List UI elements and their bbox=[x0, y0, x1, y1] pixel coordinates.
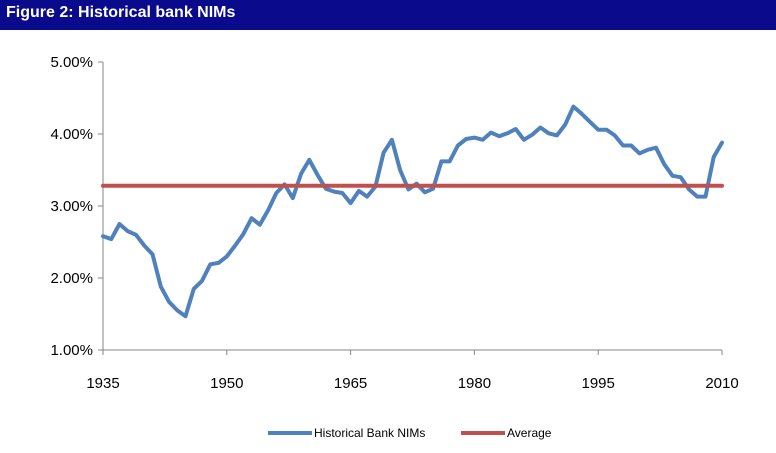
figure-header-bar: Figure 2: Historical bank NIMs bbox=[0, 0, 776, 30]
x-tick-label: 1935 bbox=[86, 375, 119, 392]
y-tick-label: 3.00% bbox=[50, 198, 93, 215]
x-tick-label: 2010 bbox=[705, 375, 738, 392]
x-tick-label: 1995 bbox=[582, 375, 615, 392]
x-tick-label: 1980 bbox=[458, 375, 491, 392]
legend-label-historical-bank-nims: Historical Bank NIMs bbox=[314, 426, 425, 440]
legend: Historical Bank NIMs Average bbox=[268, 426, 552, 440]
legend-label-average: Average bbox=[507, 426, 552, 440]
y-tick-label: 4.00% bbox=[50, 126, 93, 143]
series-layer bbox=[101, 104, 724, 319]
y-tick-label: 2.00% bbox=[50, 270, 93, 287]
x-tick-label: 1950 bbox=[210, 375, 243, 392]
figure-title: Figure 2: Historical bank NIMs bbox=[6, 4, 236, 21]
y-axis: 5.00% 4.00% 3.00% 2.00% 1.00% bbox=[50, 54, 104, 359]
series-line-historical-bank-nims bbox=[101, 104, 724, 319]
y-tick-label: 1.00% bbox=[50, 342, 93, 359]
x-tick-label: 1965 bbox=[334, 375, 367, 392]
y-tick-label: 5.00% bbox=[50, 54, 93, 71]
x-axis: 1935 1950 1965 1980 1995 2010 bbox=[86, 349, 739, 392]
